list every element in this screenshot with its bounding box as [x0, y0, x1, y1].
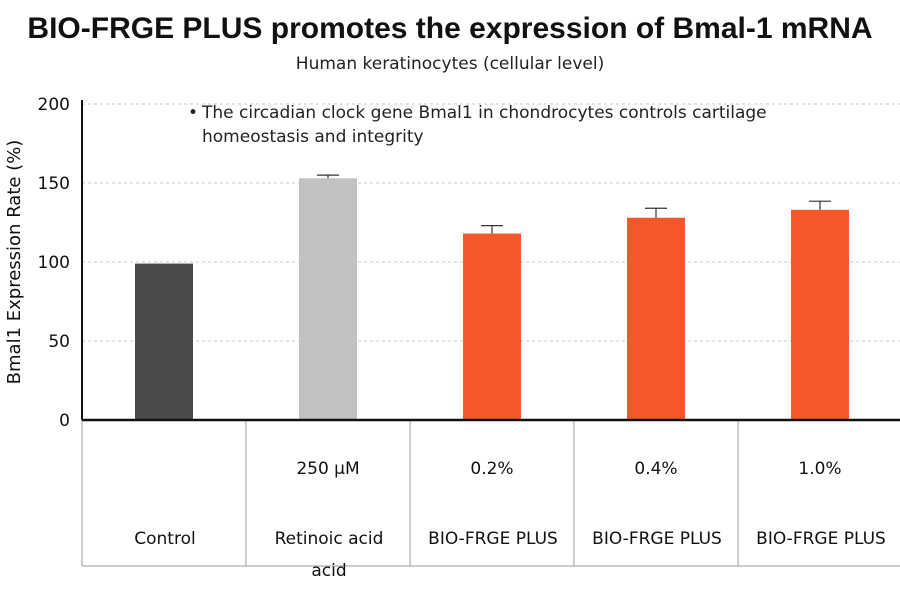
category-dose-label: 1.0% [798, 459, 841, 479]
chart-subtitle: Human keratinocytes (cellular level) [295, 54, 605, 74]
category-dose-label: 250 μM [296, 459, 359, 479]
category-dose-label: 0.2% [470, 459, 513, 479]
category-name-label: BIO-FRGE PLUS [756, 529, 886, 549]
y-tick-label: 100 [38, 253, 70, 273]
annotation-note: • The circadian clock gene Bmal1 in chon… [188, 101, 788, 149]
category-name-label: BIO-FRGE PLUS [592, 529, 722, 549]
y-tick-label: 150 [38, 174, 70, 194]
y-tick-label: 0 [59, 411, 70, 431]
category-name-label: BIO-FRGE PLUS [428, 529, 558, 549]
axes [81, 100, 900, 422]
category-table [81, 420, 900, 567]
chart-title: BIO-FRGE PLUS promotes the expression of… [27, 12, 873, 45]
y-tick-label: 50 [48, 332, 70, 352]
category-name-label: acid [311, 561, 346, 581]
bar [791, 209, 849, 420]
bar [463, 233, 521, 420]
y-tick-label: 200 [38, 95, 70, 115]
note-bullet: • [188, 103, 199, 123]
note-text: The circadian clock gene Bmal1 in chondr… [202, 103, 767, 147]
y-axis-label: Bmal1 Expression Rate (%) [4, 140, 25, 385]
bar [135, 263, 193, 420]
category-dose-label: 0.4% [634, 459, 677, 479]
bar [627, 217, 685, 420]
category-name-label: Control [134, 529, 195, 549]
labels: 0 50 100 150 200 Bmal1 Expression Rate (%) Con… [4, 95, 886, 581]
bars [135, 174, 849, 420]
bar [299, 178, 357, 420]
category-name-label: Retinoic acid [275, 529, 384, 549]
